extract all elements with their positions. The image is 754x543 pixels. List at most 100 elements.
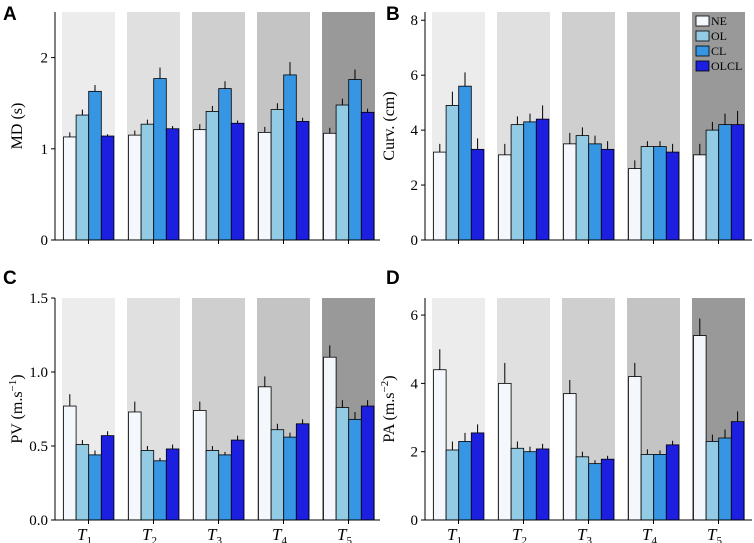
bar-OL-T3 [205, 450, 220, 521]
bar-NE-T2 [498, 382, 512, 521]
bar-CL-T3 [218, 454, 232, 521]
y-tick-label: 0.0 [29, 513, 48, 529]
panel-C: 0.0 0.5 1.0 1.5 T1 T2 T3 T4 T5 PV (m.s−1) C [3, 268, 380, 543]
panel-letter: D [386, 268, 400, 289]
legend-swatch-OLCL [695, 60, 710, 72]
bar-OL-T1 [445, 104, 460, 241]
bar-CL-T2 [153, 78, 167, 241]
bar-OLCL-T2 [165, 128, 180, 241]
bar-OLCL-T3 [600, 148, 615, 241]
bar-NE-T3 [193, 410, 207, 521]
bar-OLCL-T3 [230, 122, 245, 241]
bar-OLCL-T3 [230, 439, 245, 521]
bar-OLCL-T4 [665, 444, 680, 521]
bar-OLCL-T4 [295, 423, 310, 521]
bar-OLCL-T2 [535, 448, 550, 521]
bar-OLCL-T2 [535, 118, 550, 241]
bar-NE-T3 [193, 129, 207, 241]
y-axis-label: MD (s) [9, 103, 26, 150]
y-tick-label: 6 [411, 308, 419, 324]
bar-CL-T5 [348, 418, 362, 521]
y-axis-label: PA (m.s−2) [379, 375, 398, 442]
bar-OL-T3 [205, 111, 220, 241]
bar-OL-T4 [270, 429, 285, 521]
bar-CL-T3 [588, 463, 602, 521]
bar-OL-T2 [140, 123, 155, 241]
bar-OL-T2 [510, 124, 525, 241]
bar-OLCL-T1 [100, 135, 115, 241]
bar-NE-T4 [258, 386, 272, 521]
bar-CL-T4 [653, 454, 667, 521]
x-tick-label-T3: T3 [207, 525, 222, 543]
bar-NE-T5 [693, 154, 707, 241]
y-tick-label: 2 [411, 445, 419, 461]
bar-OL-T1 [445, 449, 460, 521]
bar-NE-T5 [323, 356, 337, 521]
bar-OLCL-T4 [295, 121, 310, 241]
y-tick-label: 2 [411, 178, 419, 194]
bar-CL-T1 [458, 441, 472, 521]
bar-OL-T5 [335, 407, 350, 521]
bar-OLCL-T4 [665, 151, 680, 241]
bar-CL-T3 [588, 143, 602, 241]
bar-OL-T5 [705, 129, 720, 241]
y-tick-label: 6 [411, 68, 419, 84]
bar-OL-T5 [705, 441, 720, 521]
x-tick-label-T5: T5 [707, 525, 722, 543]
bar-OL-T5 [335, 104, 350, 241]
bar-OL-T1 [75, 444, 90, 521]
bar-OLCL-T5 [730, 124, 745, 241]
bar-OL-T4 [270, 109, 285, 241]
bar-OL-T3 [575, 135, 590, 241]
bar-CL-T1 [88, 454, 102, 521]
x-tick-label-T1: T1 [447, 525, 462, 543]
legend-swatch-OL [695, 30, 710, 42]
panel-A: 0 1 2 MD (s) A [3, 4, 380, 249]
x-tick-label-T3: T3 [577, 525, 592, 543]
bar-NE-T1 [63, 405, 77, 521]
bar-OL-T4 [640, 454, 655, 521]
legend-label-NE: NE [711, 14, 727, 28]
bar-CL-T1 [88, 90, 102, 241]
bar-OLCL-T2 [165, 448, 180, 521]
x-tick-label-T1: T1 [77, 525, 92, 543]
x-tick-label-T4: T4 [272, 525, 287, 543]
bar-OLCL-T5 [360, 111, 375, 241]
y-tick-label: 1.0 [29, 365, 48, 381]
bar-OL-T2 [510, 447, 525, 521]
bar-OL-T2 [140, 450, 155, 521]
bar-NE-T2 [498, 154, 512, 241]
bar-NE-T3 [563, 393, 577, 521]
bar-NE-T3 [563, 143, 577, 241]
y-tick-label: 1 [41, 142, 49, 158]
y-tick-label: 1.5 [29, 291, 48, 307]
bar-CL-T4 [653, 146, 667, 241]
bar-CL-T5 [718, 437, 732, 521]
panel-letter: B [386, 4, 400, 25]
y-tick-label: 0.5 [29, 439, 48, 455]
y-tick-label: 0 [411, 513, 419, 529]
bar-OLCL-T3 [600, 458, 615, 521]
bar-OLCL-T1 [470, 148, 485, 241]
y-tick-label: 4 [411, 376, 419, 392]
y-tick-label: 8 [411, 13, 419, 29]
y-tick-label: 2 [41, 51, 49, 67]
x-tick-label-T4: T4 [642, 525, 657, 543]
bar-OLCL-T1 [100, 435, 115, 521]
panel-D: 0 2 4 6 T1 T2 T3 T4 T5 PA (m.s−2) D [379, 268, 752, 543]
bar-NE-T4 [628, 376, 642, 521]
y-axis-label: PV (m.s−1) [7, 374, 26, 443]
y-tick-label: 4 [411, 123, 419, 139]
panel-letter: A [3, 4, 17, 25]
bar-NE-T2 [128, 411, 142, 521]
bar-OL-T1 [75, 114, 90, 241]
bar-OL-T4 [640, 146, 655, 241]
bar-CL-T2 [523, 121, 537, 241]
legend-swatch-CL [695, 45, 710, 57]
bar-NE-T1 [433, 151, 447, 241]
bar-CL-T5 [718, 124, 732, 241]
bar-CL-T1 [458, 85, 472, 241]
bar-OL-T3 [575, 456, 590, 521]
